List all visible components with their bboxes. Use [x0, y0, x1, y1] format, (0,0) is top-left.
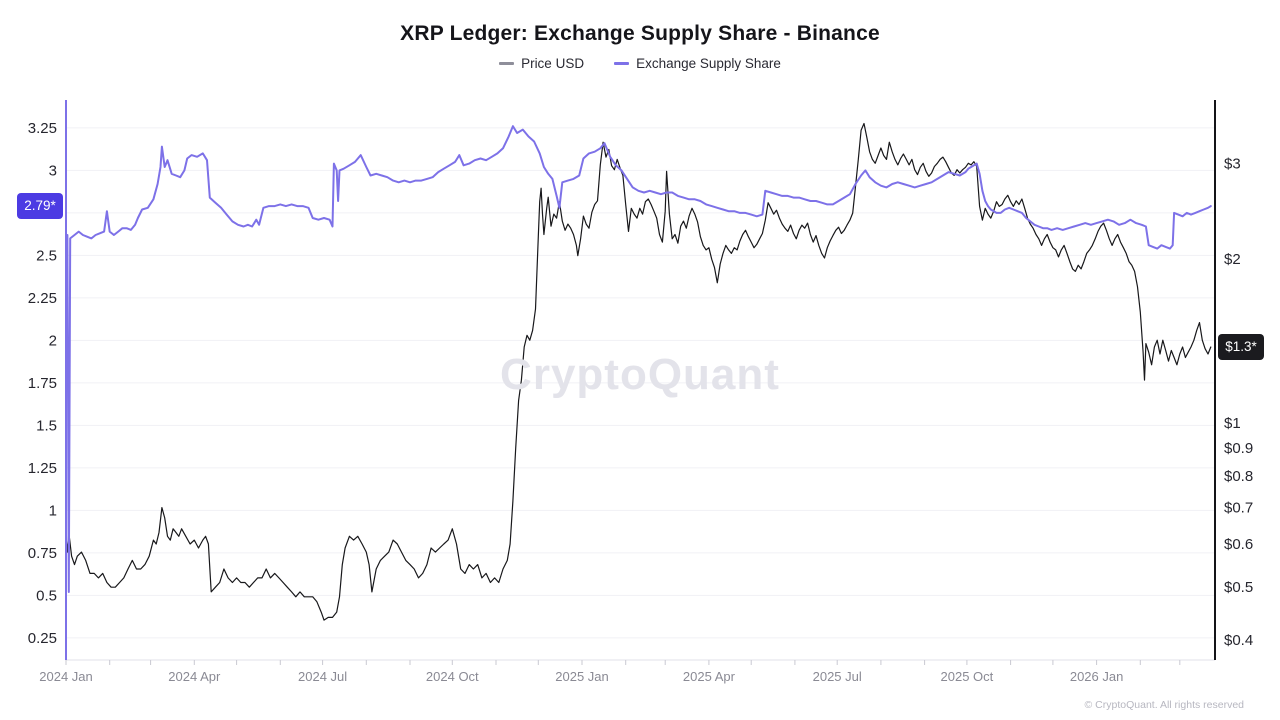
left-axis-tick-label: 2 — [49, 332, 57, 349]
left-axis-tick-label: 1.5 — [36, 417, 57, 434]
left-axis-tick-label: 1 — [49, 502, 57, 519]
right-axis-tick-label: $3 — [1224, 155, 1241, 172]
x-axis-label: 2025 Oct — [941, 669, 994, 684]
left-axis-tick-label: 2.25 — [28, 290, 57, 307]
left-axis-tick-label: 1.75 — [28, 375, 57, 392]
left-axis-tick-label: 3.25 — [28, 120, 57, 137]
x-axis-label: 2025 Apr — [683, 669, 736, 684]
right-axis-tick-label: $0.7 — [1224, 500, 1253, 517]
legend: Price USD Exchange Supply Share — [0, 56, 1280, 71]
price-usd-line — [65, 122, 1212, 621]
x-axis-label: 2024 Jul — [298, 669, 347, 684]
right-axis-tick-label: $0.8 — [1224, 468, 1253, 485]
supply-share-last-value-badge: 2.79* — [17, 193, 63, 219]
left-axis-tick-label: 1.25 — [28, 460, 57, 477]
x-axis-label: 2024 Oct — [426, 669, 479, 684]
right-axis-tick-label: $0.5 — [1224, 579, 1253, 596]
legend-item-price-usd[interactable]: Price USD — [499, 56, 584, 71]
right-axis-tick-label: $0.4 — [1224, 632, 1253, 649]
left-axis-tick-label: 0.75 — [28, 545, 57, 562]
legend-item-exchange-supply-share[interactable]: Exchange Supply Share — [614, 56, 781, 71]
price-usd-line-swatch-icon — [499, 62, 515, 65]
exchange-supply-share-line — [65, 125, 1212, 593]
x-axis-label: 2024 Jan — [39, 669, 93, 684]
x-axis-label: 2025 Jan — [555, 669, 609, 684]
x-axis-label: 2026 Jan — [1070, 669, 1124, 684]
left-axis-tick-label: 2.5 — [36, 247, 57, 264]
legend-label-price-usd: Price USD — [521, 56, 585, 71]
price-last-value-badge: $1.3* — [1218, 334, 1264, 360]
left-axis-tick-label: 0.5 — [36, 587, 57, 604]
copyright-notice: © CryptoQuant. All rights reserved — [1084, 699, 1244, 711]
chart-title: XRP Ledger: Exchange Supply Share - Bina… — [400, 22, 880, 45]
legend-label-exchange-supply-share: Exchange Supply Share — [636, 56, 781, 71]
x-axis-label: 2025 Jul — [813, 669, 862, 684]
right-axis-tick-label: $1 — [1224, 415, 1241, 432]
chart-header: XRP Ledger: Exchange Supply Share - Bina… — [0, 0, 1280, 71]
right-axis-tick-label: $0.9 — [1224, 440, 1253, 457]
x-axis-label: 2024 Apr — [168, 669, 221, 684]
right-axis-tick-label: $0.6 — [1224, 536, 1253, 553]
exchange-supply-share-line-swatch-icon — [614, 62, 630, 65]
left-axis-tick-label: 3 — [49, 162, 57, 179]
left-axis-tick-label: 0.25 — [28, 630, 57, 647]
right-axis-tick-label: $2 — [1224, 251, 1241, 268]
